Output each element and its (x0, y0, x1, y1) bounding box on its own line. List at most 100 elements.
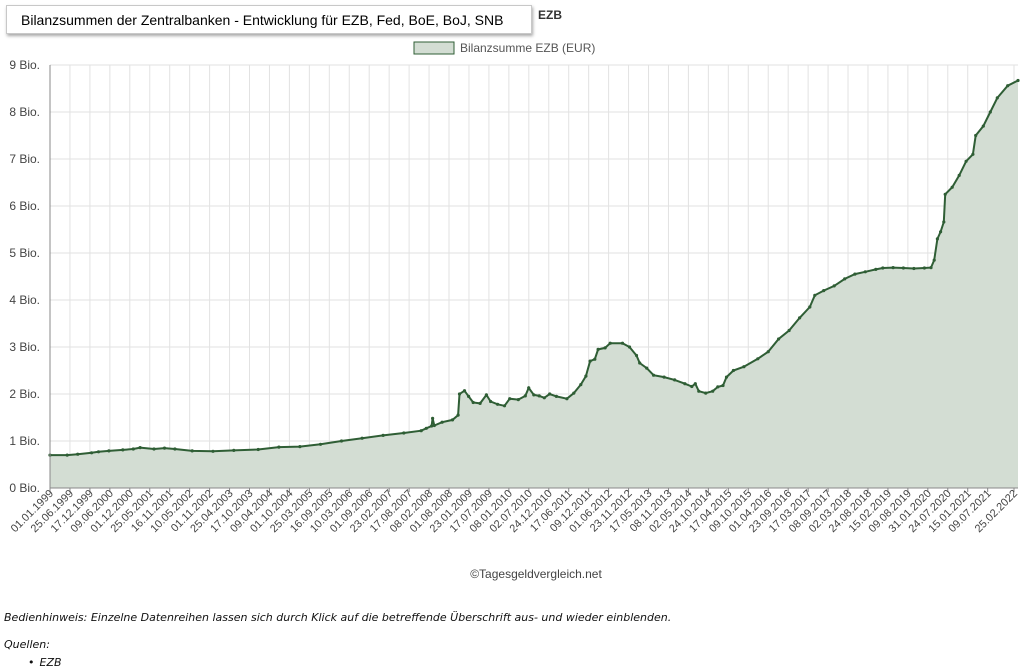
data-point-0-3 (90, 451, 94, 455)
data-point-0-108 (995, 96, 999, 100)
data-point-0-31 (457, 392, 462, 396)
data-point-0-22 (402, 431, 406, 435)
y-tick-label-1: 1 Bio. (9, 434, 40, 448)
data-point-0-70 (704, 391, 708, 395)
chart-title-overlap: EZB (538, 8, 562, 22)
data-point-0-73 (721, 383, 725, 388)
data-point-0-59 (627, 345, 632, 349)
data-point-0-18 (318, 442, 323, 446)
data-point-0-65 (673, 378, 677, 382)
data-point-0-83 (813, 293, 817, 297)
data-point-0-27 (432, 423, 436, 428)
data-point-0-95 (929, 266, 933, 270)
data-point-0-54 (593, 357, 597, 361)
data-point-0-75 (731, 368, 736, 373)
data-point-0-7 (131, 447, 135, 451)
data-point-0-36 (484, 393, 488, 397)
data-point-0-44 (532, 393, 536, 397)
data-point-0-78 (766, 350, 770, 354)
data-point-0-42 (523, 394, 527, 398)
data-point-0-64 (662, 375, 666, 379)
data-point-0-6 (121, 448, 125, 452)
chart-title-box: Bilanzsummen der Zentralbanken - Entwick… (6, 5, 532, 34)
data-point-0-10 (162, 446, 167, 450)
data-point-0-66 (683, 382, 687, 386)
data-point-0-86 (843, 277, 847, 281)
data-point-0-23 (419, 429, 423, 433)
data-point-0-60 (634, 353, 639, 358)
data-point-0-61 (638, 361, 642, 365)
data-point-0-25 (430, 424, 434, 428)
y-tick-label-0: 0 Bio. (9, 481, 40, 495)
data-point-0-34 (471, 400, 475, 405)
data-point-0-12 (190, 449, 194, 453)
data-point-0-89 (874, 267, 878, 271)
data-point-0-33 (467, 394, 471, 398)
data-point-0-77 (756, 357, 760, 361)
data-point-0-37 (489, 399, 493, 404)
data-point-0-53 (588, 359, 592, 363)
data-point-0-88 (863, 270, 867, 274)
data-point-0-84 (822, 289, 826, 293)
data-point-0-63 (652, 373, 656, 377)
data-point-0-17 (298, 445, 302, 449)
data-point-0-50 (572, 391, 576, 395)
data-point-0-58 (620, 341, 625, 345)
data-point-0-109 (1006, 84, 1010, 88)
data-point-0-97 (935, 237, 940, 241)
series-area-0 (50, 80, 1018, 488)
data-point-0-105 (974, 133, 978, 138)
data-point-0-14 (232, 448, 236, 452)
data-point-0-110 (1016, 78, 1020, 83)
data-point-0-102 (957, 173, 961, 177)
data-point-0-11 (173, 447, 177, 451)
legend-item-0[interactable]: Bilanzsumme EZB (EUR) (413, 41, 595, 55)
data-point-0-94 (922, 266, 927, 270)
y-tick-label-5: 5 Bio. (9, 246, 40, 260)
data-point-0-51 (579, 383, 583, 387)
data-point-0-71 (711, 389, 715, 393)
data-point-0-9 (152, 447, 156, 451)
data-point-0-43 (527, 386, 531, 390)
data-point-0-62 (645, 366, 649, 370)
data-point-0-1 (65, 453, 69, 457)
data-point-0-16 (277, 445, 281, 449)
data-point-0-29 (450, 418, 455, 422)
data-point-0-35 (478, 401, 482, 405)
data-point-0-2 (76, 452, 80, 456)
data-point-0-21 (381, 433, 385, 437)
data-point-0-96 (932, 258, 936, 262)
data-point-0-76 (742, 365, 746, 369)
data-point-0-80 (787, 328, 791, 333)
data-point-0-39 (502, 404, 507, 408)
data-point-0-24 (424, 426, 428, 430)
y-tick-label-2: 2 Bio. (9, 387, 40, 401)
data-point-0-79 (777, 337, 781, 341)
data-point-0-57 (608, 341, 612, 345)
data-point-0-85 (832, 284, 836, 288)
data-point-0-100 (943, 192, 947, 196)
chart-title: Bilanzsummen der Zentralbanken - Entwick… (21, 12, 504, 28)
data-point-0-45 (537, 394, 541, 398)
y-tick-label-3: 3 Bio. (9, 340, 40, 354)
usage-hint: Bedienhinweis: Einzelne Datenreihen lass… (4, 611, 672, 624)
data-point-0-87 (853, 272, 857, 276)
bilanzsummen-chart: 0 Bio. 1 Bio. 2 Bio. 3 Bio. 4 Bio. 5 Bio. 6 Bi… (9, 41, 1020, 535)
data-point-0-92 (901, 266, 906, 270)
data-point-0-55 (596, 347, 600, 351)
data-point-0-82 (808, 305, 812, 309)
y-tick-label-7: 7 Bio. (9, 152, 40, 166)
data-point-0-72 (716, 385, 720, 389)
data-point-0-26 (431, 416, 435, 420)
data-point-0-67 (690, 384, 694, 389)
y-tick-label-4: 4 Bio. (9, 293, 40, 307)
data-point-0-40 (508, 397, 512, 401)
data-point-0-38 (496, 402, 500, 406)
data-point-0-5 (107, 449, 111, 453)
data-point-0-15 (256, 447, 260, 452)
data-point-0-41 (516, 398, 520, 402)
data-point-0-46 (542, 396, 546, 400)
data-point-0-107 (988, 110, 992, 114)
data-point-0-69 (697, 389, 701, 393)
data-point-0-99 (942, 220, 946, 224)
